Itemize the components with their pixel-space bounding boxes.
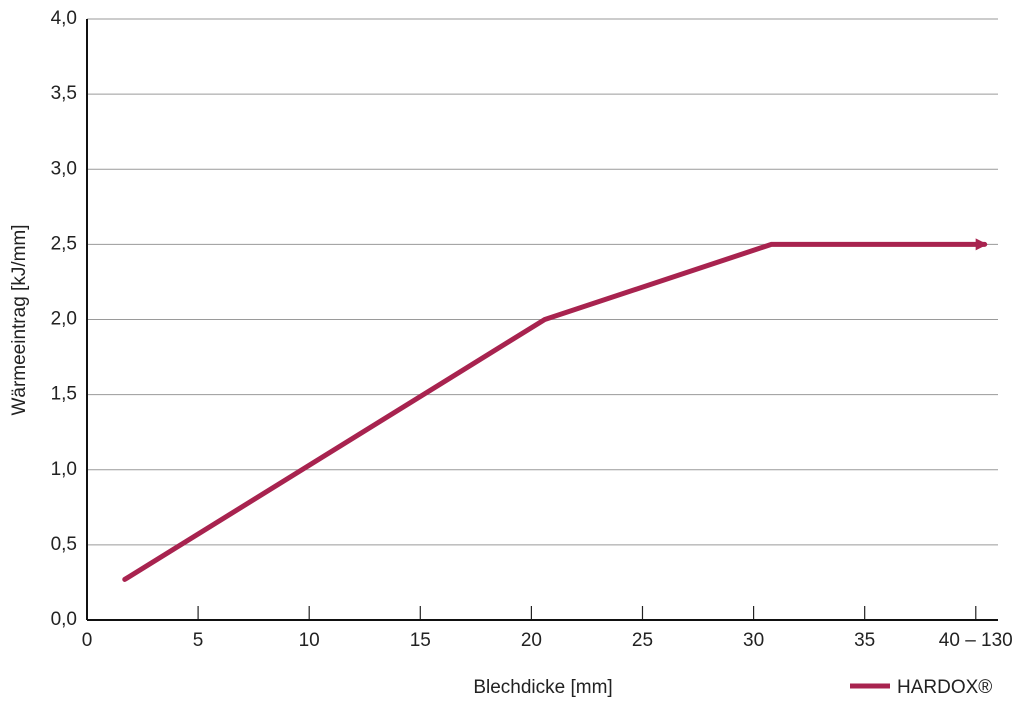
x-tick-label: 15 [410, 630, 431, 651]
x-axis-label: Blechdicke [mm] [473, 677, 612, 698]
x-tick-label: 35 [854, 630, 875, 651]
x-tick-label: 30 [743, 630, 764, 651]
y-tick-label: 2,5 [51, 233, 77, 254]
y-axis-label: Wärmeeintrag [kJ/mm] [9, 224, 30, 415]
x-tick-label: 0 [82, 630, 93, 651]
y-tick-label: 3,5 [51, 83, 77, 104]
y-tick-label: 0,0 [51, 609, 77, 630]
y-tick-label: 2,0 [51, 309, 77, 330]
y-tick-label: 1,0 [51, 459, 77, 480]
data-line [122, 241, 988, 582]
y-tick-label: 0,5 [51, 534, 77, 555]
y-tick-label: 4,0 [51, 8, 77, 29]
x-tick-label: 5 [193, 630, 204, 651]
y-tick-label: 3,0 [51, 158, 77, 179]
legend-label: HARDOX® [897, 677, 992, 698]
x-tick-label: 25 [632, 630, 653, 651]
arrow-head [975, 238, 988, 251]
x-tick-label: 40 – 130 [939, 630, 1013, 651]
y-tick-label: 1,5 [51, 384, 77, 405]
x-tick-label: 20 [521, 630, 542, 651]
x-tick-label: 10 [299, 630, 320, 651]
